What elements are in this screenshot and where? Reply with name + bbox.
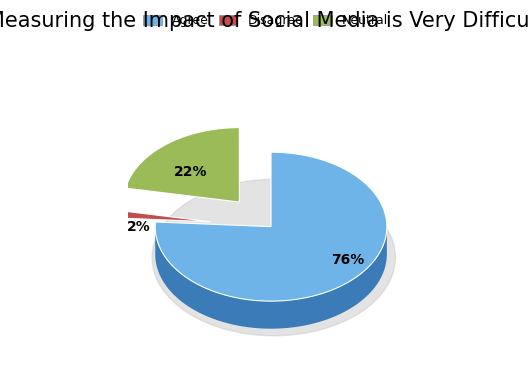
Ellipse shape [152, 179, 396, 336]
Polygon shape [95, 208, 211, 222]
Polygon shape [155, 228, 387, 329]
Text: 22%: 22% [174, 164, 208, 179]
Text: 76%: 76% [332, 253, 365, 267]
Legend: Agree, Disagree, Neutral: Agree, Disagree, Neutral [138, 9, 393, 32]
Text: 2%: 2% [127, 219, 150, 234]
Polygon shape [126, 128, 239, 202]
Polygon shape [155, 152, 387, 301]
Text: Measuring the Impact of Social Media is Very Difficult: Measuring the Impact of Social Media is … [0, 11, 531, 31]
